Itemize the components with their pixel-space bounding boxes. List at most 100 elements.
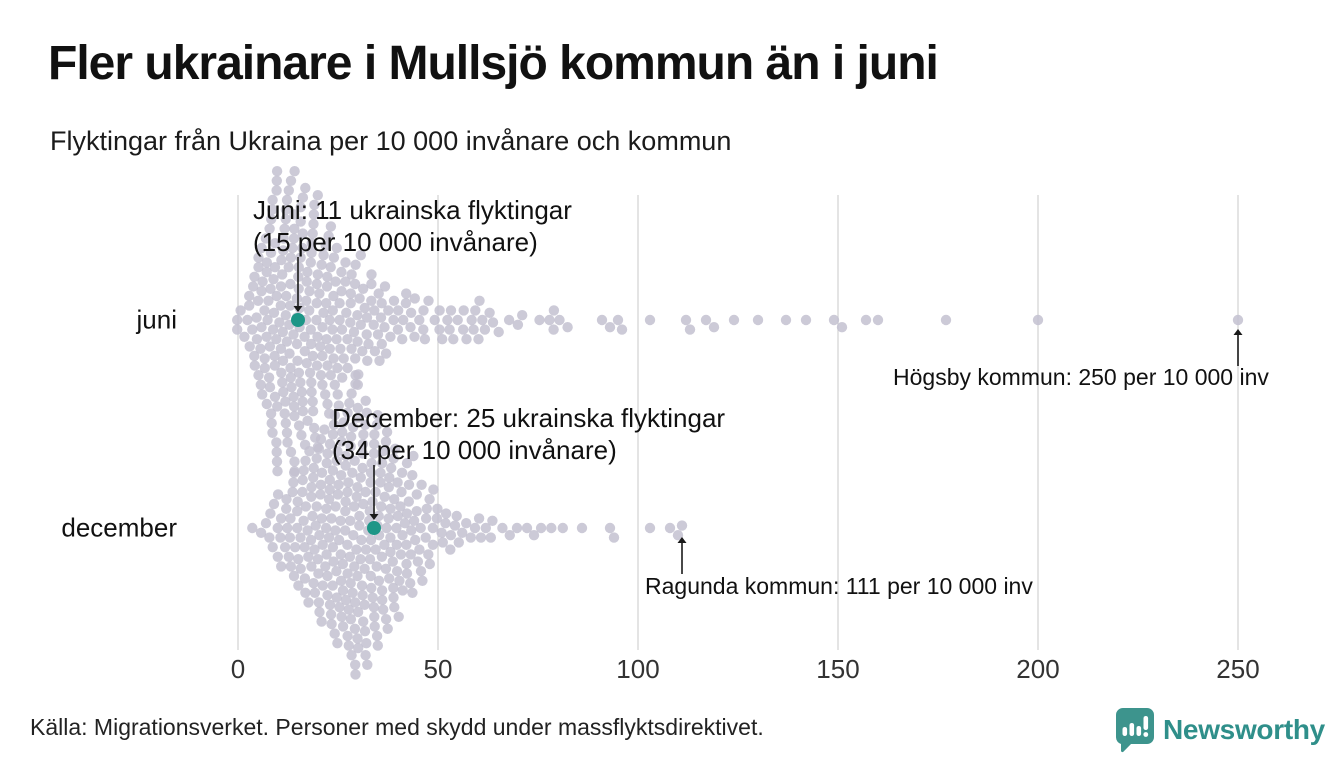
annotation-arrowhead [369, 514, 379, 520]
data-dot [414, 544, 425, 555]
data-dot [405, 549, 416, 560]
data-dot [387, 556, 398, 567]
data-dot [300, 455, 311, 466]
data-dot [292, 355, 303, 366]
data-dot [301, 276, 312, 287]
data-dot [340, 460, 351, 471]
data-dot [333, 534, 345, 546]
data-dot [284, 348, 295, 359]
data-dot [325, 609, 337, 620]
data-dot [271, 456, 283, 467]
data-dot [322, 570, 333, 582]
data-dot [860, 314, 872, 326]
data-dot [324, 343, 335, 354]
data-dot [264, 532, 275, 543]
data-dot [345, 298, 356, 309]
data-dot [369, 621, 380, 632]
data-dot [359, 563, 370, 574]
data-dot [376, 551, 388, 562]
data-dot [302, 415, 313, 426]
data-dot [313, 597, 325, 608]
x-tick-label: 200 [1016, 654, 1059, 684]
data-dot [369, 429, 380, 440]
data-dot [361, 638, 372, 649]
data-dot [336, 324, 348, 335]
annotation-arrowhead [677, 537, 687, 543]
data-dot [276, 367, 287, 378]
data-dot [311, 314, 322, 326]
data-dot [359, 626, 371, 637]
row-label-juni: juni [136, 304, 177, 335]
data-dot [299, 331, 310, 342]
data-dot [266, 214, 277, 225]
data-dot [352, 570, 363, 582]
data-dot [342, 362, 353, 374]
data-dot [309, 587, 321, 598]
data-dot [383, 513, 394, 524]
data-dot [295, 216, 306, 227]
data-dot [293, 580, 304, 591]
data-dot [349, 623, 361, 634]
data-dot [432, 503, 443, 514]
data-dot [343, 640, 354, 651]
data-dot [261, 257, 272, 268]
data-dot [408, 515, 420, 526]
data-dot [401, 508, 413, 519]
data-dot [392, 510, 403, 522]
data-dot [340, 594, 352, 606]
data-dot [349, 455, 360, 466]
data-dot [383, 305, 394, 316]
data-dot [409, 331, 420, 342]
data-dot [326, 618, 337, 630]
data-dot [352, 310, 363, 321]
data-dot [377, 594, 388, 606]
data-dot [285, 278, 296, 290]
data-dot [388, 592, 399, 603]
data-dot [363, 338, 374, 350]
data-dot [383, 482, 394, 493]
data-dot [405, 322, 416, 333]
data-dot [252, 295, 264, 306]
data-dot [465, 532, 476, 543]
data-dot [315, 370, 327, 381]
data-dot [389, 494, 400, 505]
data-dot [317, 350, 328, 362]
data-dot [493, 326, 504, 338]
swarm-juni [232, 166, 1244, 477]
data-dot [281, 290, 292, 302]
newsworthy-logo: Newsworthy [1114, 707, 1325, 753]
data-dot [308, 462, 319, 474]
data-dot [324, 474, 335, 486]
data-dot [664, 522, 676, 534]
data-dot [281, 336, 293, 347]
data-dot [311, 501, 322, 512]
data-dot [434, 305, 445, 316]
data-dot [325, 262, 336, 273]
data-dot [365, 570, 376, 582]
data-dot [396, 467, 408, 478]
data-dot [373, 575, 385, 586]
data-dot [268, 274, 279, 285]
data-dot [336, 470, 347, 481]
data-dot [370, 486, 381, 498]
data-dot [361, 312, 373, 323]
data-dot [373, 288, 384, 299]
data-dot [271, 166, 283, 177]
data-dot [429, 314, 440, 326]
data-dot [306, 238, 317, 249]
data-dot [348, 326, 360, 338]
data-dot [295, 202, 306, 213]
data-dot [372, 640, 383, 651]
data-dot [346, 388, 357, 399]
data-dot [503, 314, 515, 326]
data-dot [340, 525, 351, 536]
data-dot [311, 278, 322, 290]
data-dot [288, 570, 300, 582]
data-dot [285, 362, 296, 374]
data-dot [346, 650, 357, 661]
data-dot [325, 221, 337, 232]
data-dot [285, 252, 297, 263]
data-dot [257, 389, 268, 400]
data-dot [504, 530, 515, 541]
data-dot [321, 503, 332, 514]
